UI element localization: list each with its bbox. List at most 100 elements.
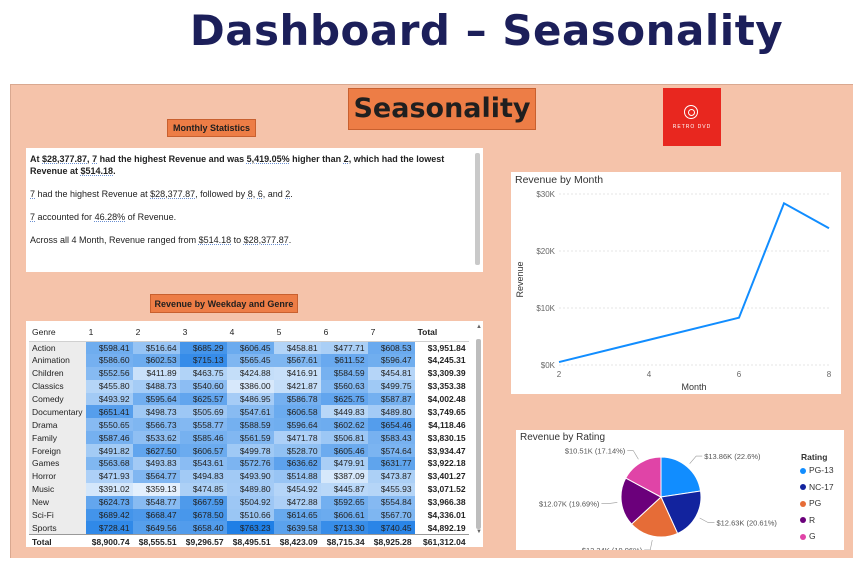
table-row[interactable]: Family $587.46 $533.62 $585.46 $561.59 $471.7… (29, 431, 469, 445)
value-cell: $552.56 (85, 366, 133, 380)
value-cell: $585.46 (179, 431, 227, 445)
table-row[interactable]: Games $563.68 $493.83 $543.61 $572.76 $636.62… (29, 457, 469, 470)
genre-cell: Horror (29, 469, 86, 483)
genre-cell: Animation (29, 353, 86, 367)
table-row[interactable]: Sci-Fi $689.42 $668.47 $678.50 $510.66 $614.6… (29, 508, 469, 522)
narrative-value: 7 (30, 212, 36, 222)
table-row[interactable]: Classics $455.80 $488.73 $540.60 $386.00 $421… (29, 379, 469, 393)
legend-dot-icon (800, 467, 806, 474)
column-header[interactable]: 7 (367, 323, 415, 342)
value-cell: $614.65 (273, 508, 321, 522)
table-row[interactable]: Sports $728.41 $649.56 $658.40 $763.23 $639.5… (29, 521, 469, 535)
table-row[interactable]: New $624.73 $548.77 $667.59 $504.92 $472.88 $5… (29, 495, 469, 509)
data-label: $12.63K (20.61%) (716, 519, 777, 528)
pie-slice[interactable] (660, 456, 702, 498)
table-row[interactable]: Animation $586.60 $602.53 $715.13 $565.45 $56… (29, 353, 469, 367)
value-cell: $639.58 (273, 521, 321, 535)
pie-slice[interactable] (660, 490, 702, 535)
weekday-genre-label: Revenue by Weekday and Genre (150, 294, 298, 313)
column-header[interactable]: 5 (273, 323, 321, 342)
matrix-body: Action $598.41 $516.64 $685.29 $606.45 $458.8… (29, 341, 469, 535)
value-cell: $586.78 (273, 392, 321, 406)
narrative-value: $28,377.87 (150, 189, 196, 199)
value-cell: $547.61 (226, 405, 274, 419)
value-cell: $689.42 (85, 508, 133, 522)
leader-line (689, 455, 703, 464)
value-cell: $494.83 (179, 469, 227, 483)
narrative-scrollbar[interactable] (475, 153, 480, 265)
narrative-value: 7 (92, 154, 98, 164)
value-cell: $506.81 (320, 431, 368, 445)
value-cell: $486.95 (226, 392, 274, 406)
value-cell: $565.45 (226, 353, 274, 367)
value-cell: $728.41 (85, 521, 133, 535)
genre-cell: Sports (29, 521, 86, 535)
matrix-scrollbar[interactable] (476, 339, 481, 529)
value-cell: $625.75 (320, 392, 368, 406)
scroll-down-icon[interactable]: ▼ (476, 529, 482, 535)
table-row[interactable]: Music $391.02 $359.13 $474.85 $489.80 $454.92… (29, 482, 469, 496)
column-header[interactable]: 2 (132, 323, 180, 342)
value-cell: $608.53 (367, 341, 415, 354)
value-cell: $658.40 (179, 521, 227, 535)
column-header[interactable]: Total (414, 323, 469, 342)
value-cell: $474.85 (179, 482, 227, 496)
line-chart: $0K $10K $20K $30K 2 4 6 8 Month Revenue (515, 190, 832, 392)
table-row[interactable]: Documentary $651.41 $498.73 $505.69 $547.61 $… (29, 405, 469, 419)
pie-slice[interactable] (625, 456, 662, 498)
table-row[interactable]: Drama $550.65 $566.73 $558.77 $588.59 $596.64… (29, 418, 469, 432)
value-cell: $567.61 (273, 353, 321, 367)
narrative-value: 7 (30, 189, 36, 199)
legend-item[interactable]: NC-17 (800, 482, 834, 492)
row-total-cell: $3,353.38 (427, 381, 466, 392)
column-total-cell: $8,715.34 (320, 533, 368, 549)
value-cell: $574.64 (367, 444, 415, 458)
column-total-cell: $8,495.51 (226, 533, 274, 549)
narrative-value: 2 (343, 154, 349, 164)
monthly-statistics-label: Monthly Statistics (167, 119, 256, 137)
table-row[interactable]: Horror $471.93 $564.77 $494.83 $493.90 $514.8… (29, 469, 469, 483)
scroll-up-icon[interactable]: ▲ (476, 324, 482, 330)
column-header[interactable]: 3 (179, 323, 227, 342)
column-header[interactable]: Genre (29, 323, 86, 342)
column-header[interactable]: 4 (226, 323, 274, 342)
value-cell: $713.30 (320, 521, 368, 535)
pie-slice[interactable] (620, 477, 662, 525)
value-cell: $625.57 (179, 392, 227, 406)
value-cell: $550.65 (85, 418, 133, 432)
legend-item[interactable]: R (800, 515, 815, 525)
table-row[interactable]: Foreign $491.82 $627.50 $606.57 $499.78 $528.… (29, 444, 469, 458)
column-header[interactable]: 6 (320, 323, 368, 342)
genre-cell: Drama (29, 418, 86, 432)
column-header[interactable]: 1 (85, 323, 133, 342)
narrative-value: 6 (257, 189, 263, 199)
value-cell: $606.58 (273, 405, 321, 419)
report-title: Seasonality (348, 88, 536, 130)
table-row[interactable]: Action $598.41 $516.64 $685.29 $606.45 $458.8… (29, 341, 469, 354)
legend-dot-icon (800, 500, 806, 507)
table-row[interactable]: Comedy $493.92 $595.64 $625.57 $486.95 $586.7… (29, 392, 469, 406)
narrative-text: to (231, 235, 244, 245)
legend-item[interactable]: PG (800, 498, 821, 508)
narrative-value: $28,377.87 (243, 235, 289, 245)
table-row[interactable]: Children $552.56 $411.89 $463.75 $424.88 $416… (29, 366, 469, 380)
legend-item[interactable]: PG-13 (800, 465, 834, 475)
genre-cell: New (29, 495, 86, 509)
value-cell: $489.80 (367, 405, 415, 419)
narrative-text: , which had the lowest Revenue at (30, 154, 445, 176)
chart-title: Revenue by Rating (520, 432, 606, 443)
value-cell: $514.88 (273, 469, 321, 483)
value-cell: $543.61 (179, 457, 227, 470)
legend-item[interactable]: G (800, 531, 816, 541)
column-total-cell: $8,555.51 (132, 533, 180, 549)
pie-slice[interactable] (630, 496, 679, 538)
genre-cell: Comedy (29, 392, 86, 406)
leader-line (627, 450, 639, 460)
legend-label: G (809, 531, 816, 541)
value-cell: $416.91 (273, 366, 321, 380)
narrative-text: of Revenue. (125, 212, 177, 222)
narrative-value: 2 (285, 189, 291, 199)
data-label: $12.24K (19.96%) (582, 546, 643, 550)
genre-cell: Classics (29, 379, 86, 393)
value-cell: $505.69 (179, 405, 227, 419)
